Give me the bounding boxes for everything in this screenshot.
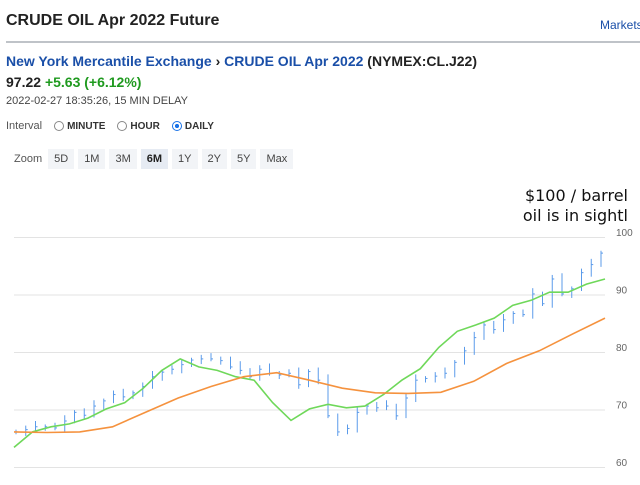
zoom-1y[interactable]: 1Y	[172, 149, 198, 169]
last-price: 97.22	[6, 74, 42, 90]
interval-minute[interactable]: MINUTE	[54, 121, 105, 132]
y-tick-label: 70	[616, 401, 628, 412]
zoom-5d[interactable]: 5D	[48, 149, 75, 169]
timestamp: 2022-02-27 18:35:26, 15 MIN DELAY	[6, 95, 189, 107]
y-tick-label: 80	[616, 343, 628, 354]
interval-option-label: MINUTE	[67, 120, 106, 132]
zoom-selector: Zoom 5D 1M 3M 6M 1Y 2Y 5Y Max	[14, 149, 294, 169]
zoom-6m[interactable]: 6M	[140, 149, 169, 169]
zoom-1m[interactable]: 1M	[78, 149, 106, 169]
exchange-link[interactable]: New York Mercantile Exchange	[6, 53, 212, 69]
annotation-line-1: $100 / barrel	[524, 186, 628, 205]
annotation-line-2: oil is in sightl	[522, 206, 628, 225]
y-tick-label: 90	[616, 286, 628, 297]
y-tick-label: 100	[616, 228, 633, 239]
zoom-5y[interactable]: 5Y	[230, 149, 257, 169]
radio-selected-icon[interactable]	[171, 121, 182, 131]
interval-daily[interactable]: DAILY	[171, 120, 214, 132]
interval-label: Interval	[6, 120, 43, 132]
interval-option-label: HOUR	[130, 120, 160, 132]
interval-option-label: DAILY	[184, 120, 214, 132]
y-tick-label: 60	[616, 458, 628, 469]
breadcrumb-separator: ›	[211, 53, 225, 69]
zoom-2y[interactable]: 2Y	[201, 149, 227, 169]
interval-selector: Interval MINUTE HOUR DAILY	[6, 120, 214, 132]
page-title: CRUDE OIL Apr 2022 Future	[6, 12, 220, 29]
zoom-max[interactable]: Max	[260, 149, 294, 169]
zoom-3m[interactable]: 3M	[109, 149, 137, 169]
radio-icon[interactable]	[54, 121, 65, 131]
interval-hour[interactable]: HOUR	[117, 120, 160, 132]
contract-link[interactable]: CRUDE OIL Apr 2022	[224, 53, 364, 69]
symbol: (NYMEX:CL.J22)	[363, 53, 477, 69]
moving-average-long	[13, 317, 606, 434]
quote: 97.22 +5.63 (+6.12%)	[6, 74, 141, 90]
chart-annotation: $100 / barrel oil is in sightl	[520, 186, 628, 226]
moving-average-short	[13, 278, 606, 449]
price-change: +5.63 (+6.12%)	[44, 74, 142, 90]
radio-icon[interactable]	[117, 121, 128, 131]
zoom-label: Zoom	[14, 153, 43, 165]
markets-link[interactable]: Markets	[600, 18, 640, 32]
breadcrumb: New York Mercantile Exchange › CRUDE OIL…	[6, 53, 477, 69]
divider	[6, 41, 640, 43]
